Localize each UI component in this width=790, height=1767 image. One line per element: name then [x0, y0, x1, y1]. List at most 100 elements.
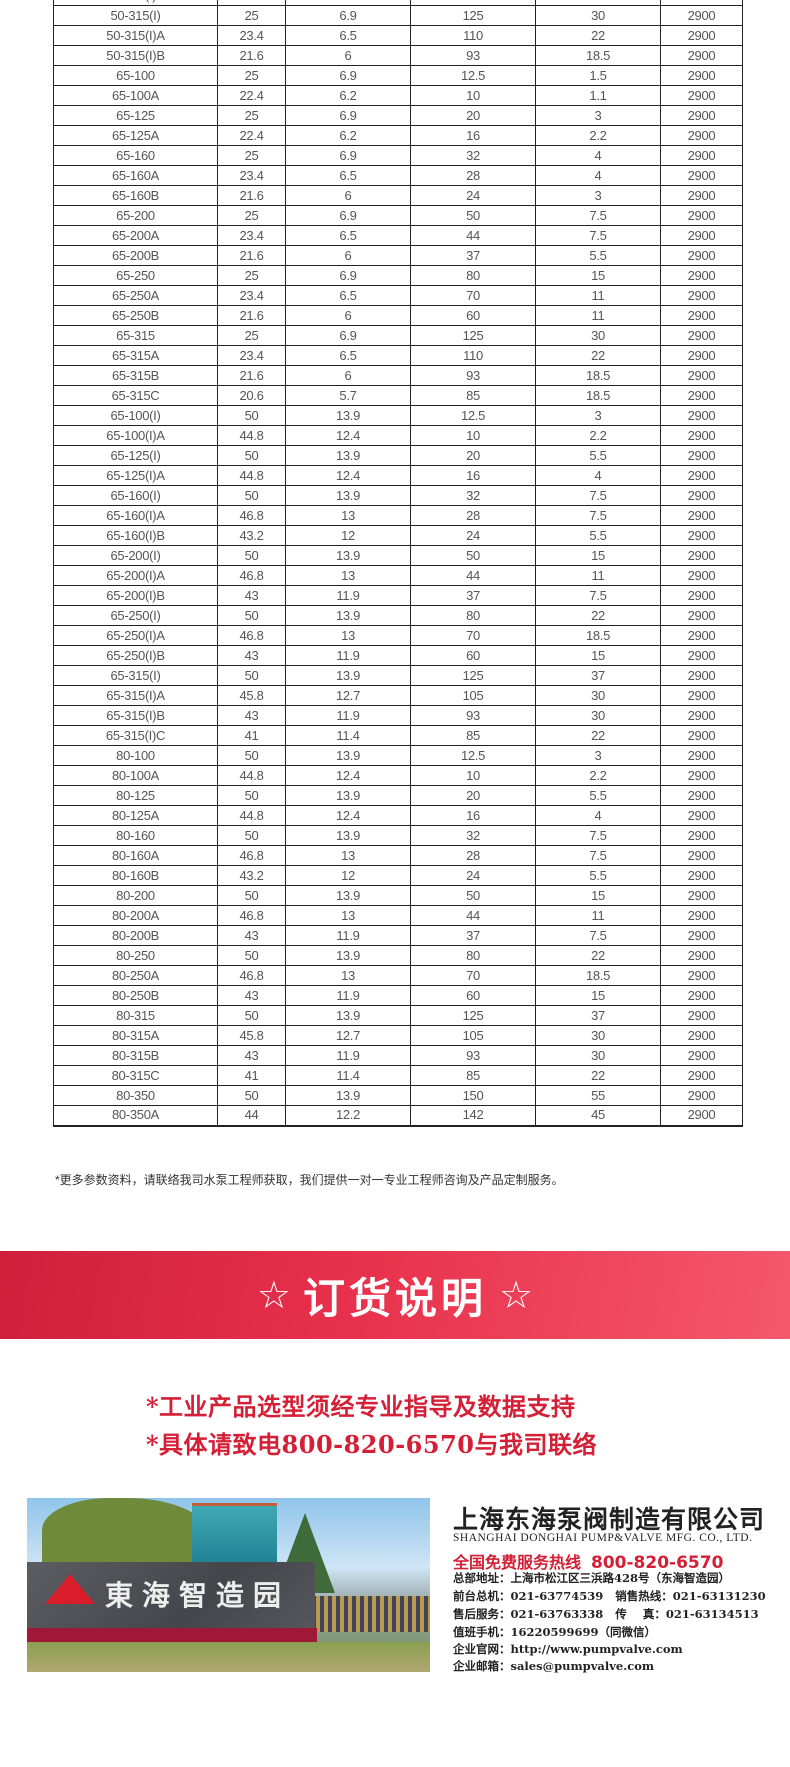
- table-cell: 22: [535, 945, 661, 966]
- table-cell: 37: [410, 245, 536, 266]
- table-row: 65-100 25 6.9 12.5 1.5 2900: [53, 65, 743, 86]
- table-cell: 80-250B: [53, 985, 218, 1006]
- table-cell: 23.4: [217, 285, 286, 306]
- table-cell: 2900: [660, 525, 743, 546]
- table-cell: 80-315B: [53, 1045, 218, 1066]
- table-cell: 2900: [660, 465, 743, 486]
- table-cell: 65-315(I)B: [53, 705, 218, 726]
- table-row: 65-125A 22.4 6.2 16 2.2 2900: [53, 125, 743, 146]
- table-cell: 50: [217, 545, 286, 566]
- table-cell: 22.4: [217, 85, 286, 106]
- table-cell: 2900: [660, 65, 743, 86]
- table-cell: 11.4: [285, 725, 411, 746]
- table-cell: 2900: [660, 965, 743, 986]
- table-cell: 23.4: [217, 225, 286, 246]
- table-cell: 12.4: [285, 425, 411, 446]
- table-cell: 50-315(I)B: [53, 45, 218, 66]
- table-cell: 46.8: [217, 505, 286, 526]
- table-cell: 5.5: [535, 865, 661, 886]
- table-cell: 22: [535, 605, 661, 626]
- table-cell: 65-160: [53, 145, 218, 166]
- table-cell: 11: [535, 285, 661, 306]
- table-cell: 11.9: [285, 925, 411, 946]
- table-cell: 30: [535, 1045, 661, 1066]
- table-cell: 45.8: [217, 1025, 286, 1046]
- table-row: 65-250B 21.6 6 60 11 2900: [53, 305, 743, 326]
- table-cell: 6.9: [285, 325, 411, 346]
- table-cell: 60: [410, 985, 536, 1006]
- table-row: 65-250 25 6.9 80 15 2900: [53, 265, 743, 286]
- table-cell: 24: [410, 185, 536, 206]
- table-cell: 70: [410, 965, 536, 986]
- table-cell: 7.5: [535, 485, 661, 506]
- table-cell: 2900: [660, 725, 743, 746]
- pump-spec-table: 50-250(I)B21.666011290050-315(I)256.9125…: [53, 0, 743, 1127]
- table-cell: 12.7: [285, 1025, 411, 1046]
- table-cell: 80-350: [53, 1085, 218, 1106]
- table-cell: 2900: [660, 825, 743, 846]
- table-cell: 55: [535, 1085, 661, 1106]
- table-cell: 2900: [660, 645, 743, 666]
- table-cell: 6.2: [285, 85, 411, 106]
- footnote: *更多参数资料，请联络我司水泵工程师获取，我们提供一对一专业工程师咨询及产品定制…: [55, 1173, 564, 1187]
- table-cell: 2900: [660, 405, 743, 426]
- table-cell: 80-350A: [53, 1105, 218, 1127]
- table-cell: 2900: [660, 1025, 743, 1046]
- table-cell: 21.6: [217, 305, 286, 326]
- table-cell: 20: [410, 105, 536, 126]
- table-cell: 2900: [660, 325, 743, 346]
- table-cell: 65-100(I)A: [53, 425, 218, 446]
- table-cell: 65-315B: [53, 365, 218, 386]
- table-row: 65-100(I) 50 13.9 12.5 3 2900: [53, 405, 743, 426]
- table-cell: 50: [217, 665, 286, 686]
- table-cell: 2900: [660, 765, 743, 786]
- table-cell: 50: [410, 545, 536, 566]
- table-cell: 11.9: [285, 645, 411, 666]
- table-cell: 2900: [660, 485, 743, 506]
- info-mobile: 值班手机：16220599699（同微信）: [453, 1625, 657, 1639]
- table-row: 65-250(I) 50 13.9 80 22 2900: [53, 605, 743, 626]
- table-cell: 25: [217, 145, 286, 166]
- table-cell: 44.8: [217, 465, 286, 486]
- table-row: 80-350 50 13.9 150 55 2900: [53, 1085, 743, 1106]
- table-cell: 43: [217, 925, 286, 946]
- table-cell: 6.9: [285, 5, 411, 26]
- table-cell: 2900: [660, 365, 743, 386]
- table-cell: 44.8: [217, 805, 286, 826]
- table-cell: 11.9: [285, 1045, 411, 1066]
- table-cell: 23.4: [217, 165, 286, 186]
- table-cell: 12: [285, 865, 411, 886]
- table-cell: 6.9: [285, 105, 411, 126]
- table-cell: 13: [285, 845, 411, 866]
- table-cell: 2900: [660, 265, 743, 286]
- table-cell: 2900: [660, 905, 743, 926]
- table-cell: 13.9: [285, 545, 411, 566]
- table-cell: 65-125A: [53, 125, 218, 146]
- table-cell: 2900: [660, 345, 743, 366]
- hotline-label: 全国免费服务热线: [453, 1553, 582, 1572]
- table-cell: 65-200(I): [53, 545, 218, 566]
- table-cell: 6.9: [285, 265, 411, 286]
- table-cell: 44: [410, 565, 536, 586]
- table-cell: 22: [535, 1065, 661, 1086]
- table-cell: 60: [410, 305, 536, 326]
- table-cell: 15: [535, 265, 661, 286]
- table-cell: 6: [285, 365, 411, 386]
- table-cell: 50: [217, 1005, 286, 1026]
- table-cell: 2900: [660, 745, 743, 766]
- info-email[interactable]: 企业邮箱：sales@pumpvalve.com: [453, 1659, 655, 1673]
- table-cell: 80-100A: [53, 765, 218, 786]
- table-cell: 44: [410, 225, 536, 246]
- table-cell: 13: [285, 565, 411, 586]
- table-cell: 2900: [660, 705, 743, 726]
- table-cell: 80-315A: [53, 1025, 218, 1046]
- table-cell: 93: [410, 45, 536, 66]
- table-cell: 65-200B: [53, 245, 218, 266]
- notice-selection: *工业产品选型须经专业指导及数据支持: [146, 1392, 576, 1421]
- table-cell: 2900: [660, 605, 743, 626]
- table-row: 80-200A 46.8 13 44 11 2900: [53, 905, 743, 926]
- table-cell: 65-315(I)A: [53, 685, 218, 706]
- table-cell: 65-200(I)A: [53, 565, 218, 586]
- info-website[interactable]: 企业官网：http://www.pumpvalve.com: [453, 1642, 683, 1656]
- company-name: 上海东海泵阀制造有限公司: [453, 1505, 766, 1534]
